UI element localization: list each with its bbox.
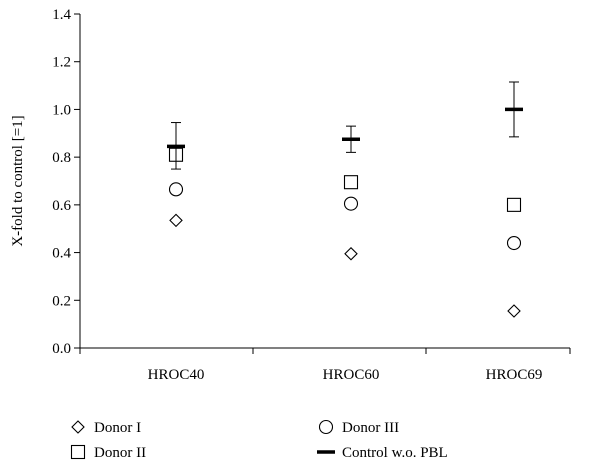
- legend-label: Control w.o. PBL: [342, 445, 448, 461]
- x-axis: HROC40 HROC60 HROC69: [79, 347, 571, 383]
- y-tick-label: 0.0: [52, 341, 71, 357]
- x-tick-label: HROC69: [486, 367, 543, 383]
- point-donor-iii: [343, 196, 359, 211]
- point-donor-i: [344, 246, 358, 261]
- y-tick-label: 0.6: [52, 198, 71, 214]
- data-marks: [167, 81, 523, 318]
- point-donor-ii: [506, 197, 522, 212]
- y-tick-label: 1.0: [52, 102, 71, 118]
- y-axis: 0.0 0.2 0.4 0.6 0.8 1.0 1.2 1.4: [52, 7, 81, 357]
- point-donor-iii: [506, 235, 522, 251]
- point-donor-i: [169, 213, 183, 228]
- x-tick-label: HROC60: [323, 367, 380, 383]
- legend-marker: [318, 419, 334, 435]
- legend-marker: [70, 444, 86, 460]
- legend-label: Donor I: [94, 420, 141, 436]
- point-donor-i: [507, 304, 521, 318]
- legend-label: Donor III: [342, 420, 399, 436]
- legend-marker: [71, 420, 85, 434]
- y-tick-label: 0.2: [52, 293, 71, 309]
- y-tick-label: 1.2: [52, 55, 71, 71]
- y-axis-title: X-fold to control [=1]: [10, 115, 26, 246]
- point-donor-ii: [343, 175, 359, 190]
- legend: Donor I Donor II Donor III Control w.o. PBL: [70, 419, 448, 461]
- x-tick-label: HROC40: [148, 367, 205, 383]
- y-tick-label: 1.4: [52, 7, 71, 23]
- legend-label: Donor II: [94, 445, 146, 461]
- y-tick-label: 0.4: [52, 246, 71, 262]
- y-tick-label: 0.8: [52, 150, 71, 166]
- point-donor-iii: [168, 182, 184, 197]
